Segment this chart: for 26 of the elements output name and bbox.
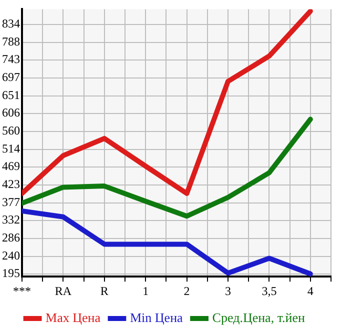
y-tick-label: 788 xyxy=(2,34,20,49)
legend-label: Сред.Цена, т.йен xyxy=(212,310,306,325)
y-tick-label: 834 xyxy=(2,16,20,31)
legend-label: Max Цена xyxy=(46,310,101,325)
y-tick-label: 286 xyxy=(2,230,20,244)
x-tick-label: 2 xyxy=(184,284,190,298)
x-tick-label: 1 xyxy=(142,284,149,298)
x-tick-label: RA xyxy=(54,284,72,298)
x-tick-label: R xyxy=(100,284,108,298)
y-tick-label: 469 xyxy=(2,159,20,174)
y-tick-label: 514 xyxy=(2,141,20,156)
y-tick-label: 240 xyxy=(2,248,20,262)
y-tick-label: 423 xyxy=(2,177,20,192)
y-tick-label: 697 xyxy=(2,70,20,84)
y-tick-label: 332 xyxy=(2,212,20,227)
x-tick-label: 4 xyxy=(307,284,314,298)
y-tick-label: 651 xyxy=(2,88,20,102)
y-tick-label: 195 xyxy=(2,266,20,280)
y-tick-label: 743 xyxy=(2,52,20,66)
x-tick-label: 3,5 xyxy=(262,284,277,298)
legend-label: Min Цена xyxy=(130,310,184,325)
x-tick-label: *** xyxy=(13,284,31,298)
y-tick-label: 377 xyxy=(2,194,20,209)
y-tick-label: 560 xyxy=(2,124,20,138)
y-tick-label: 606 xyxy=(2,106,20,120)
x-tick-label: 3 xyxy=(225,284,231,298)
